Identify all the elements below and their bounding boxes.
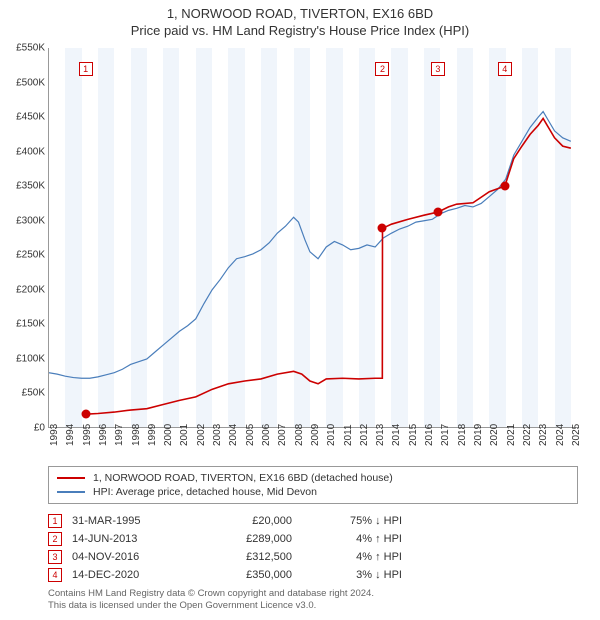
x-axis-tick-label: 2001: [179, 424, 190, 446]
y-axis-tick-label: £300K: [1, 215, 45, 226]
x-axis-tick-label: 1996: [98, 424, 109, 446]
x-axis-tick-label: 2000: [163, 424, 174, 446]
legend-label-hpi: HPI: Average price, detached house, Mid …: [93, 486, 317, 498]
sale-dot-icon: [81, 410, 90, 419]
x-axis-tick-label: 1999: [147, 424, 158, 446]
sale-date: 31-MAR-1995: [72, 515, 192, 527]
x-axis-tick-label: 2011: [343, 424, 354, 446]
x-axis-tick-label: 1993: [49, 424, 60, 446]
x-axis-tick-label: 2020: [489, 424, 500, 446]
y-axis-tick-label: £450K: [1, 112, 45, 123]
series-line-hpi: [49, 112, 571, 379]
y-axis-tick-label: £0: [1, 423, 45, 434]
sale-marker-icon: 2: [48, 532, 62, 546]
y-axis-tick-label: £350K: [1, 181, 45, 192]
sale-delta: 4% ↑ HPI: [302, 533, 402, 545]
x-axis-tick-label: 2023: [538, 424, 549, 446]
title-subtitle: Price paid vs. HM Land Registry's House …: [0, 23, 600, 38]
sale-dot-icon: [378, 224, 387, 233]
sale-price: £312,500: [202, 551, 292, 563]
x-axis-tick-label: 2012: [359, 424, 370, 446]
x-axis-tick-label: 2022: [522, 424, 533, 446]
series-line-property: [86, 118, 571, 414]
legend-swatch-property: [57, 477, 85, 479]
legend-swatch-hpi: [57, 491, 85, 493]
x-axis-tick-label: 1998: [131, 424, 142, 446]
x-axis-tick-label: 1995: [82, 424, 93, 446]
x-axis-tick-label: 2009: [310, 424, 321, 446]
sale-price: £20,000: [202, 515, 292, 527]
x-axis-tick-label: 2019: [473, 424, 484, 446]
x-axis-tick-label: 2005: [245, 424, 256, 446]
chart-plot-area: £0£50K£100K£150K£200K£250K£300K£350K£400…: [48, 48, 578, 428]
table-row: 3 04-NOV-2016 £312,500 4% ↑ HPI: [48, 548, 578, 566]
sale-price: £289,000: [202, 533, 292, 545]
x-axis-tick-label: 2013: [375, 424, 386, 446]
x-axis-tick-label: 2008: [294, 424, 305, 446]
x-axis-tick-label: 2018: [457, 424, 468, 446]
chart-lines-svg: [49, 48, 579, 428]
footer-line-1: Contains HM Land Registry data © Crown c…: [48, 588, 374, 600]
x-axis-tick-label: 1997: [114, 424, 125, 446]
x-axis-tick-label: 2016: [424, 424, 435, 446]
sale-callout-box: 1: [79, 62, 93, 76]
x-axis-tick-label: 2014: [391, 424, 402, 446]
sale-date: 14-JUN-2013: [72, 533, 192, 545]
legend-box: 1, NORWOOD ROAD, TIVERTON, EX16 6BD (det…: [48, 466, 578, 504]
legend-label-property: 1, NORWOOD ROAD, TIVERTON, EX16 6BD (det…: [93, 472, 393, 484]
sale-callout-box: 4: [498, 62, 512, 76]
x-axis-tick-label: 2002: [196, 424, 207, 446]
y-axis-tick-label: £200K: [1, 284, 45, 295]
y-axis-tick-label: £100K: [1, 353, 45, 364]
x-axis-tick-label: 2006: [261, 424, 272, 446]
y-axis-tick-label: £400K: [1, 146, 45, 157]
table-row: 4 14-DEC-2020 £350,000 3% ↓ HPI: [48, 566, 578, 584]
sale-delta: 75% ↓ HPI: [302, 515, 402, 527]
y-axis-tick-label: £500K: [1, 77, 45, 88]
sale-marker-icon: 4: [48, 568, 62, 582]
sale-dot-icon: [433, 208, 442, 217]
sales-table: 1 31-MAR-1995 £20,000 75% ↓ HPI 2 14-JUN…: [48, 512, 578, 584]
x-axis-tick-label: 2015: [408, 424, 419, 446]
attribution-footer: Contains HM Land Registry data © Crown c…: [48, 588, 374, 613]
sale-date: 14-DEC-2020: [72, 569, 192, 581]
y-axis-tick-label: £50K: [1, 388, 45, 399]
x-axis-tick-label: 2017: [440, 424, 451, 446]
legend-item-hpi: HPI: Average price, detached house, Mid …: [57, 485, 569, 499]
y-axis-tick-label: £250K: [1, 250, 45, 261]
x-axis-tick-label: 2024: [555, 424, 566, 446]
legend-item-property: 1, NORWOOD ROAD, TIVERTON, EX16 6BD (det…: [57, 471, 569, 485]
sale-dot-icon: [500, 182, 509, 191]
sale-marker-icon: 1: [48, 514, 62, 528]
table-row: 1 31-MAR-1995 £20,000 75% ↓ HPI: [48, 512, 578, 530]
table-row: 2 14-JUN-2013 £289,000 4% ↑ HPI: [48, 530, 578, 548]
sale-price: £350,000: [202, 569, 292, 581]
chart-container: 1, NORWOOD ROAD, TIVERTON, EX16 6BD Pric…: [0, 0, 600, 620]
y-axis-tick-label: £550K: [1, 43, 45, 54]
x-axis-tick-label: 2010: [326, 424, 337, 446]
sale-date: 04-NOV-2016: [72, 551, 192, 563]
title-address: 1, NORWOOD ROAD, TIVERTON, EX16 6BD: [0, 6, 600, 21]
sale-delta: 4% ↑ HPI: [302, 551, 402, 563]
x-axis-tick-label: 2021: [506, 424, 517, 446]
x-axis-tick-label: 2004: [228, 424, 239, 446]
x-axis-tick-label: 2007: [277, 424, 288, 446]
sale-callout-box: 2: [375, 62, 389, 76]
x-axis-tick-label: 2025: [571, 424, 582, 446]
sale-delta: 3% ↓ HPI: [302, 569, 402, 581]
footer-line-2: This data is licensed under the Open Gov…: [48, 600, 374, 612]
title-block: 1, NORWOOD ROAD, TIVERTON, EX16 6BD Pric…: [0, 0, 600, 38]
x-axis-tick-label: 2003: [212, 424, 223, 446]
x-axis-tick-label: 1994: [65, 424, 76, 446]
sale-callout-box: 3: [431, 62, 445, 76]
sale-marker-icon: 3: [48, 550, 62, 564]
y-axis-tick-label: £150K: [1, 319, 45, 330]
